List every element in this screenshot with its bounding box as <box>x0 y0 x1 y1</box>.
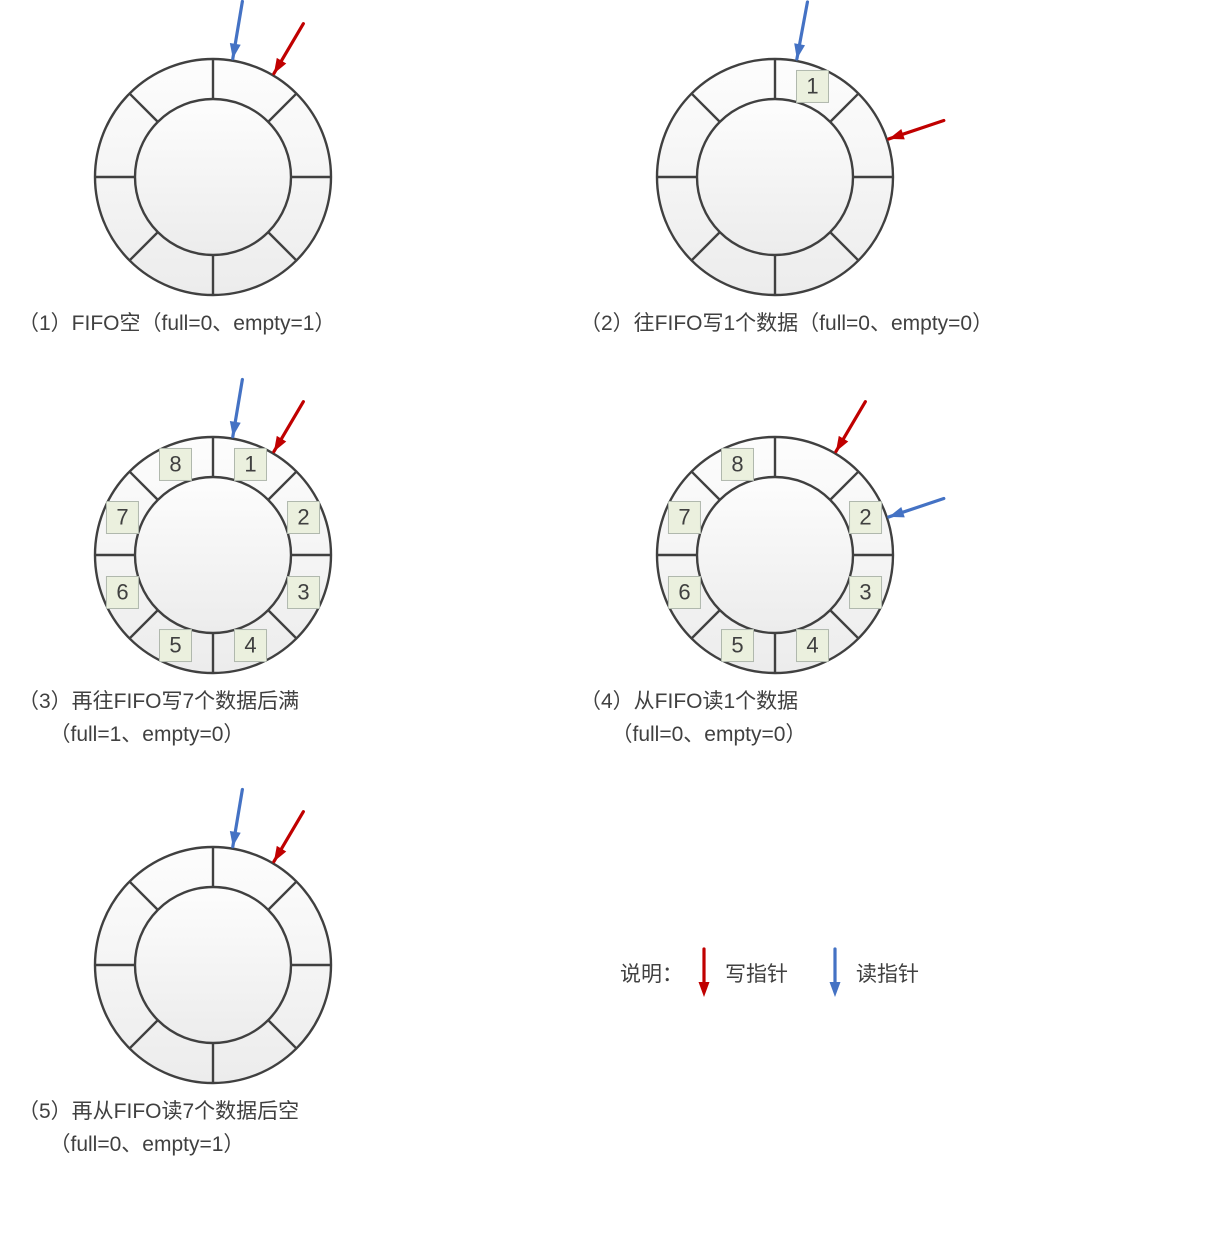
write-pointer-arrow-head <box>274 58 286 74</box>
slot-label: 6 <box>678 579 690 604</box>
inner-circle <box>135 99 291 255</box>
caption-line: （2）往FIFO写1个数据（full=0、empty=0） <box>580 308 993 341</box>
slot-label: 8 <box>169 451 181 476</box>
slot-label: 3 <box>297 579 309 604</box>
legend-write-label: 写指针 <box>725 958 788 988</box>
fifo-ring-diagram-page: （1）FIFO空（full=0、empty=1） 1 （2）往FIFO写1个数据（f… <box>0 0 1222 1238</box>
inner-circle <box>697 477 853 633</box>
caption-line: （5）再从FIFO读7个数据后空 <box>18 1096 299 1129</box>
write-pointer-arrow-head <box>274 436 286 452</box>
slot-label: 4 <box>244 632 256 657</box>
legend-write-arrow-icon <box>691 945 717 1001</box>
caption-line: （full=0、empty=1） <box>18 1129 299 1162</box>
caption-line: （4）从FIFO读1个数据 <box>580 686 806 719</box>
legend-read-arrow-icon <box>822 945 848 1001</box>
slot-label: 5 <box>169 632 181 657</box>
slot-label: 1 <box>806 73 818 98</box>
slot-label: 7 <box>678 504 690 529</box>
legend-read-label: 读指针 <box>856 958 919 988</box>
read-pointer-arrow-head <box>230 831 241 847</box>
legend-prefix: 说明： <box>620 958 683 988</box>
legend-write-arrow-icon-head <box>699 982 710 997</box>
read-pointer-arrow-head <box>230 421 241 437</box>
slot-label: 2 <box>297 504 309 529</box>
slot-label: 7 <box>116 504 128 529</box>
inner-circle <box>135 887 291 1043</box>
p4-caption: （4）从FIFO读1个数据 （full=0、empty=0） <box>580 686 806 751</box>
legend-read-arrow-icon-svg <box>822 945 848 1001</box>
slot-label: 4 <box>806 632 818 657</box>
p3-caption: （3）再往FIFO写7个数据后满 （full=1、empty=0） <box>18 686 299 751</box>
caption-line: （1）FIFO空（full=0、empty=1） <box>18 308 335 341</box>
legend-read-arrow-icon-head <box>830 982 841 997</box>
slot-label: 5 <box>731 632 743 657</box>
slot-label: 6 <box>116 579 128 604</box>
slot-label: 2 <box>859 504 871 529</box>
slot-label: 8 <box>731 451 743 476</box>
p1-caption: （1）FIFO空（full=0、empty=1） <box>18 308 335 341</box>
slot-label: 3 <box>859 579 871 604</box>
caption-line: （full=1、empty=0） <box>18 719 299 752</box>
write-pointer-arrow-head <box>889 129 905 139</box>
inner-circle <box>135 477 291 633</box>
write-pointer-arrow-head <box>274 846 286 862</box>
slot-label: 1 <box>244 451 256 476</box>
read-pointer-arrow-head <box>889 507 905 517</box>
inner-circle <box>697 99 853 255</box>
legend: 说明： 写指针 读指针 <box>620 945 919 1001</box>
write-pointer-arrow-head <box>836 436 848 452</box>
p2-caption: （2）往FIFO写1个数据（full=0、empty=0） <box>580 308 993 341</box>
legend-write-arrow-icon-svg <box>691 945 717 1001</box>
read-pointer-arrow-head <box>230 43 241 59</box>
caption-line: （full=0、empty=0） <box>580 719 806 752</box>
caption-line: （3）再往FIFO写7个数据后满 <box>18 686 299 719</box>
p5-caption: （5）再从FIFO读7个数据后空 （full=0、empty=1） <box>18 1096 299 1161</box>
